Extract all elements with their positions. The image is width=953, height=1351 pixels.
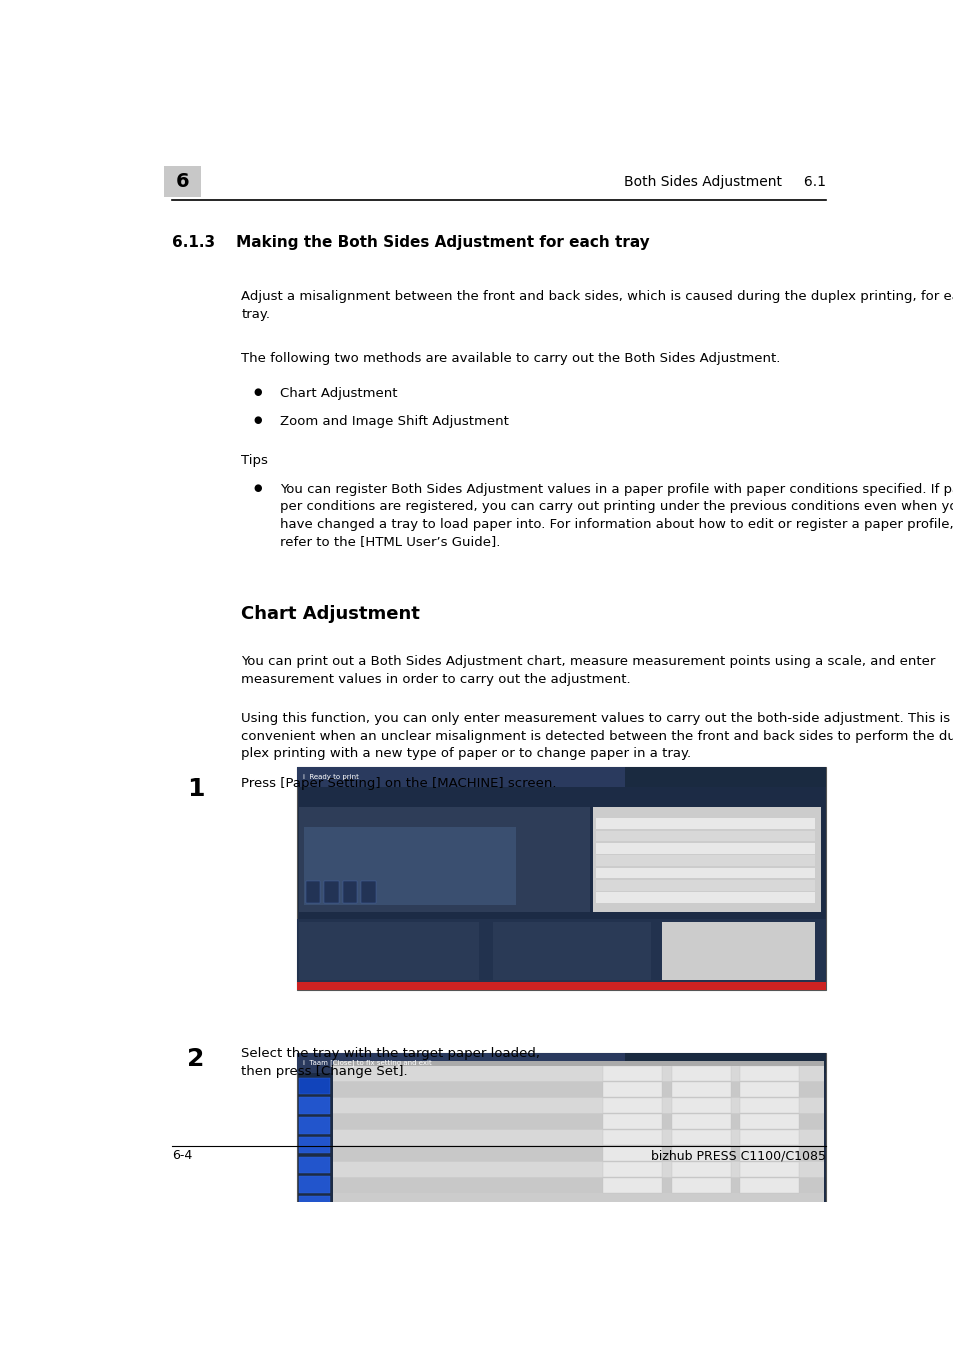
Text: Zoom and Image Shift Adjustment: Zoom and Image Shift Adjustment: [279, 415, 508, 428]
Bar: [298, 921, 478, 979]
Text: You can print out a Both Sides Adjustment chart, measure measurement points usin: You can print out a Both Sides Adjustmen…: [241, 655, 935, 686]
Bar: [602, 1162, 661, 1177]
Bar: [298, 1236, 330, 1252]
Text: Both Sides Adjustment     6.1: Both Sides Adjustment 6.1: [623, 174, 825, 189]
Bar: [333, 1062, 823, 1236]
Text: ●: ●: [253, 386, 261, 397]
Bar: [596, 831, 815, 842]
Bar: [671, 1115, 730, 1129]
Bar: [661, 921, 815, 979]
Bar: [333, 1231, 823, 1259]
Bar: [602, 1082, 661, 1097]
Bar: [671, 1178, 730, 1193]
Bar: [333, 1115, 823, 1129]
Bar: [296, 1052, 825, 1074]
Text: Chart Adjustment: Chart Adjustment: [279, 386, 396, 400]
Bar: [596, 819, 815, 830]
Bar: [298, 1078, 330, 1094]
Bar: [740, 1082, 799, 1097]
Bar: [740, 1098, 799, 1113]
Bar: [596, 843, 815, 854]
Bar: [333, 1098, 823, 1113]
Text: The following two methods are available to carry out the Both Sides Adjustment.: The following two methods are available …: [241, 353, 780, 366]
Bar: [296, 1052, 825, 1271]
Bar: [593, 807, 820, 912]
Bar: [740, 1178, 799, 1193]
Bar: [602, 1098, 661, 1113]
Bar: [333, 1146, 823, 1161]
Bar: [602, 1115, 661, 1129]
Bar: [324, 881, 338, 902]
Bar: [298, 1216, 330, 1232]
Text: ●: ●: [253, 482, 261, 493]
Bar: [685, 1232, 808, 1255]
Text: 6-4: 6-4: [172, 1150, 193, 1162]
Bar: [671, 1129, 730, 1144]
Bar: [602, 1178, 661, 1193]
Bar: [740, 1115, 799, 1129]
Bar: [671, 1082, 730, 1097]
Bar: [740, 1129, 799, 1144]
Bar: [164, 166, 200, 197]
Bar: [671, 1162, 730, 1177]
Bar: [333, 1066, 823, 1081]
Bar: [304, 827, 516, 905]
Bar: [596, 867, 815, 878]
Bar: [298, 1136, 330, 1154]
Bar: [298, 1156, 330, 1173]
Text: Press [Paper Setting] on the [MACHINE] screen.: Press [Paper Setting] on the [MACHINE] s…: [241, 777, 557, 790]
Text: ●: ●: [253, 415, 261, 426]
Bar: [296, 766, 825, 788]
Text: 2: 2: [187, 1047, 205, 1071]
Bar: [602, 1066, 661, 1081]
Bar: [333, 1062, 823, 1079]
Bar: [671, 1146, 730, 1161]
Text: Adjust a misalignment between the front and back sides, which is caused during t: Adjust a misalignment between the front …: [241, 290, 953, 320]
Text: 6.1.3    Making the Both Sides Adjustment for each tray: 6.1.3 Making the Both Sides Adjustment f…: [172, 235, 650, 250]
Bar: [360, 881, 375, 902]
Bar: [298, 1196, 330, 1213]
Bar: [298, 1117, 330, 1133]
Bar: [296, 1263, 825, 1271]
Bar: [333, 1129, 823, 1144]
Bar: [671, 1066, 730, 1081]
Text: Select the tray with the target paper loaded,
then press [Change Set].: Select the tray with the target paper lo…: [241, 1047, 539, 1078]
Text: i  Taam [Close] to fix setting and exit: i Taam [Close] to fix setting and exit: [302, 1059, 431, 1066]
Bar: [296, 766, 825, 990]
Bar: [296, 982, 825, 990]
Text: Using this function, you can only enter measurement values to carry out the both: Using this function, you can only enter …: [241, 712, 953, 761]
Bar: [492, 921, 651, 979]
Text: i  Ready to print: i Ready to print: [302, 774, 358, 780]
Bar: [298, 807, 590, 912]
Bar: [596, 855, 815, 866]
Bar: [602, 1146, 661, 1161]
Bar: [298, 1177, 330, 1193]
Bar: [296, 919, 825, 990]
Bar: [333, 1162, 823, 1177]
Bar: [602, 1129, 661, 1144]
Bar: [596, 892, 815, 902]
Text: bizhub PRESS C1100/C1085: bizhub PRESS C1100/C1085: [650, 1150, 825, 1162]
Bar: [333, 1178, 823, 1193]
Text: You can register Both Sides Adjustment values in a paper profile with paper cond: You can register Both Sides Adjustment v…: [279, 482, 953, 549]
Bar: [740, 1066, 799, 1081]
Text: 1: 1: [187, 777, 205, 801]
Bar: [624, 1052, 825, 1074]
Bar: [740, 1146, 799, 1161]
Bar: [671, 1098, 730, 1113]
Text: Chart Adjustment: Chart Adjustment: [241, 605, 419, 623]
Bar: [740, 1162, 799, 1177]
Bar: [305, 881, 320, 902]
Text: Tips: Tips: [241, 454, 268, 467]
Bar: [624, 766, 825, 788]
Bar: [298, 1097, 330, 1115]
Bar: [342, 881, 357, 902]
Bar: [333, 1082, 823, 1097]
Text: 6: 6: [175, 173, 189, 192]
Bar: [596, 880, 815, 890]
